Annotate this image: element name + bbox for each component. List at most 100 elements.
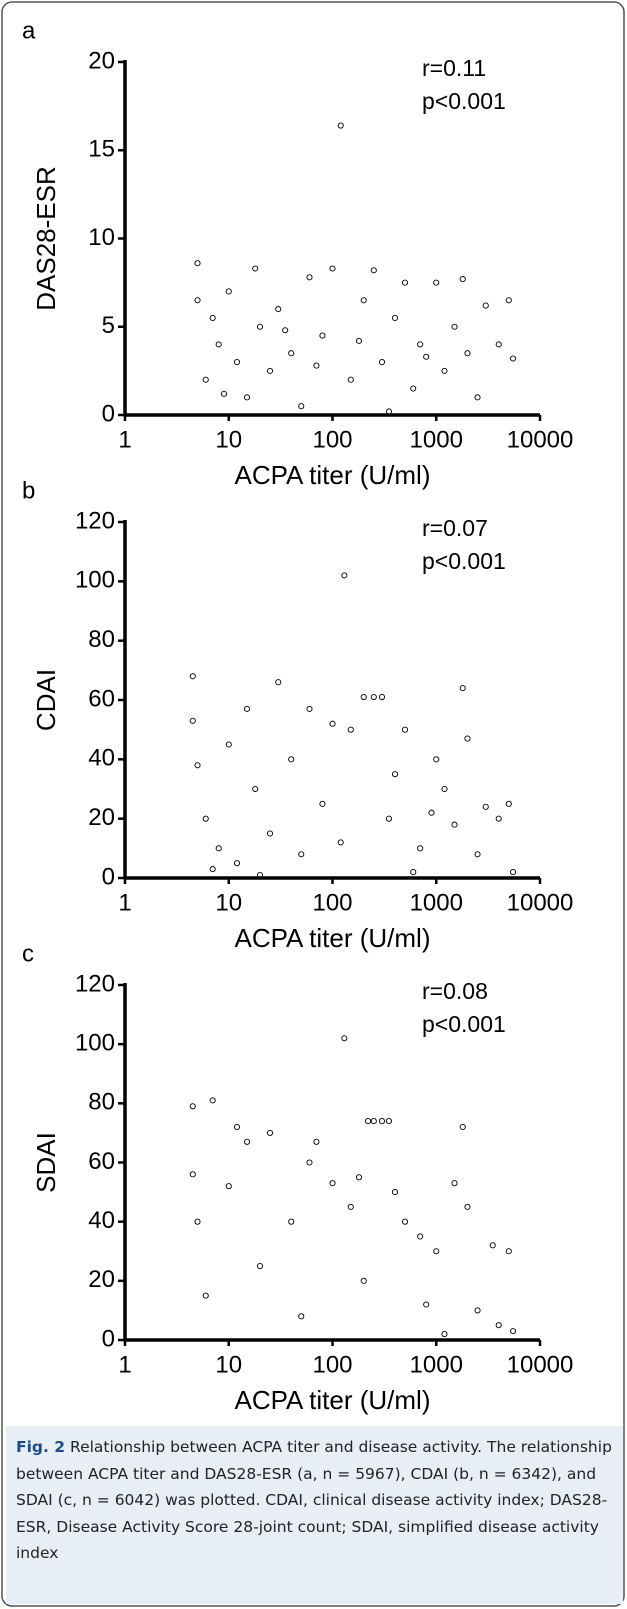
point [233,358,241,366]
point [194,260,201,267]
x-tick-label: 10000 [507,889,574,916]
point [341,1035,348,1042]
point [401,1218,409,1225]
point [464,350,471,357]
y-tick-label: 0 [102,400,115,427]
point [510,1328,517,1335]
point [313,1138,320,1145]
point [319,332,326,339]
point [266,367,274,374]
point [202,376,209,383]
point [209,866,216,873]
point [391,1189,399,1196]
point [459,1123,466,1131]
point [306,274,313,281]
point [233,1123,241,1131]
point [505,297,512,304]
point [495,341,502,348]
point [423,1301,430,1308]
point [347,376,354,383]
x-tick-label: 100 [312,889,352,916]
y-tick-label: 20 [88,47,115,74]
point [209,314,216,321]
point [220,390,228,397]
point [282,327,289,334]
point [215,341,222,348]
y-tick-label: 60 [88,1148,115,1175]
point [433,279,440,286]
point [428,809,435,816]
point [225,741,232,748]
x-axis-title: ACPA titer (U/ml) [235,923,431,953]
x-axis-title: ACPA titer (U/ml) [235,1385,431,1415]
x-tick-label: 1000 [410,426,463,453]
point [288,350,295,357]
y-tick-label: 10 [88,224,115,251]
y-axis-title: CDAI [31,669,61,731]
point [489,1242,496,1249]
y-tick-label: 80 [88,626,115,653]
point [370,267,377,274]
point [378,1118,386,1125]
y-tick-label: 120 [75,970,115,997]
point [464,1203,471,1210]
point [459,685,466,692]
point [266,830,274,837]
point [306,1159,313,1166]
point [256,1262,264,1270]
point [495,815,502,822]
x-tick-label: 10 [215,889,242,916]
point [417,845,424,852]
point [355,1174,363,1181]
point [275,679,282,686]
y-tick-label: 0 [102,1325,115,1352]
point [298,1313,305,1320]
y-tick-label: 20 [88,1266,115,1293]
point [194,297,201,304]
point [355,337,363,344]
point [370,693,377,701]
point [189,717,196,724]
x-tick-label: 10000 [507,426,574,453]
point [441,1331,448,1338]
point [298,851,305,858]
annotation: p<0.001 [422,548,506,574]
point [329,720,336,727]
x-tick-label: 10000 [507,1351,574,1378]
y-tick-label: 120 [75,507,115,534]
point [189,1103,196,1110]
point [410,385,417,392]
point [417,341,424,348]
point [252,265,259,272]
y-tick-label: 60 [88,685,115,712]
x-tick-label: 100 [312,426,352,453]
point [423,353,430,360]
point [306,705,313,712]
caption-text: Relationship between ACPA titer and dise… [16,1438,612,1562]
point [451,821,458,828]
point [243,705,251,712]
point [319,800,326,807]
point [441,785,448,793]
annotation: r=0.11 [422,55,486,81]
x-tick-label: 1 [118,889,131,916]
point [225,288,232,295]
point [329,265,336,272]
y-tick-label: 100 [75,1030,115,1057]
point [474,851,481,858]
point [464,735,471,742]
x-tick-label: 1000 [410,1351,463,1378]
point [385,1118,392,1125]
point [189,1171,196,1178]
panel-label: c [22,940,34,967]
point [482,302,489,309]
y-tick-label: 100 [75,567,115,594]
x-tick-label: 1000 [410,889,463,916]
point [266,1129,274,1136]
point [385,815,392,822]
point [329,1180,336,1187]
point [202,815,209,822]
y-tick-label: 5 [102,312,115,339]
